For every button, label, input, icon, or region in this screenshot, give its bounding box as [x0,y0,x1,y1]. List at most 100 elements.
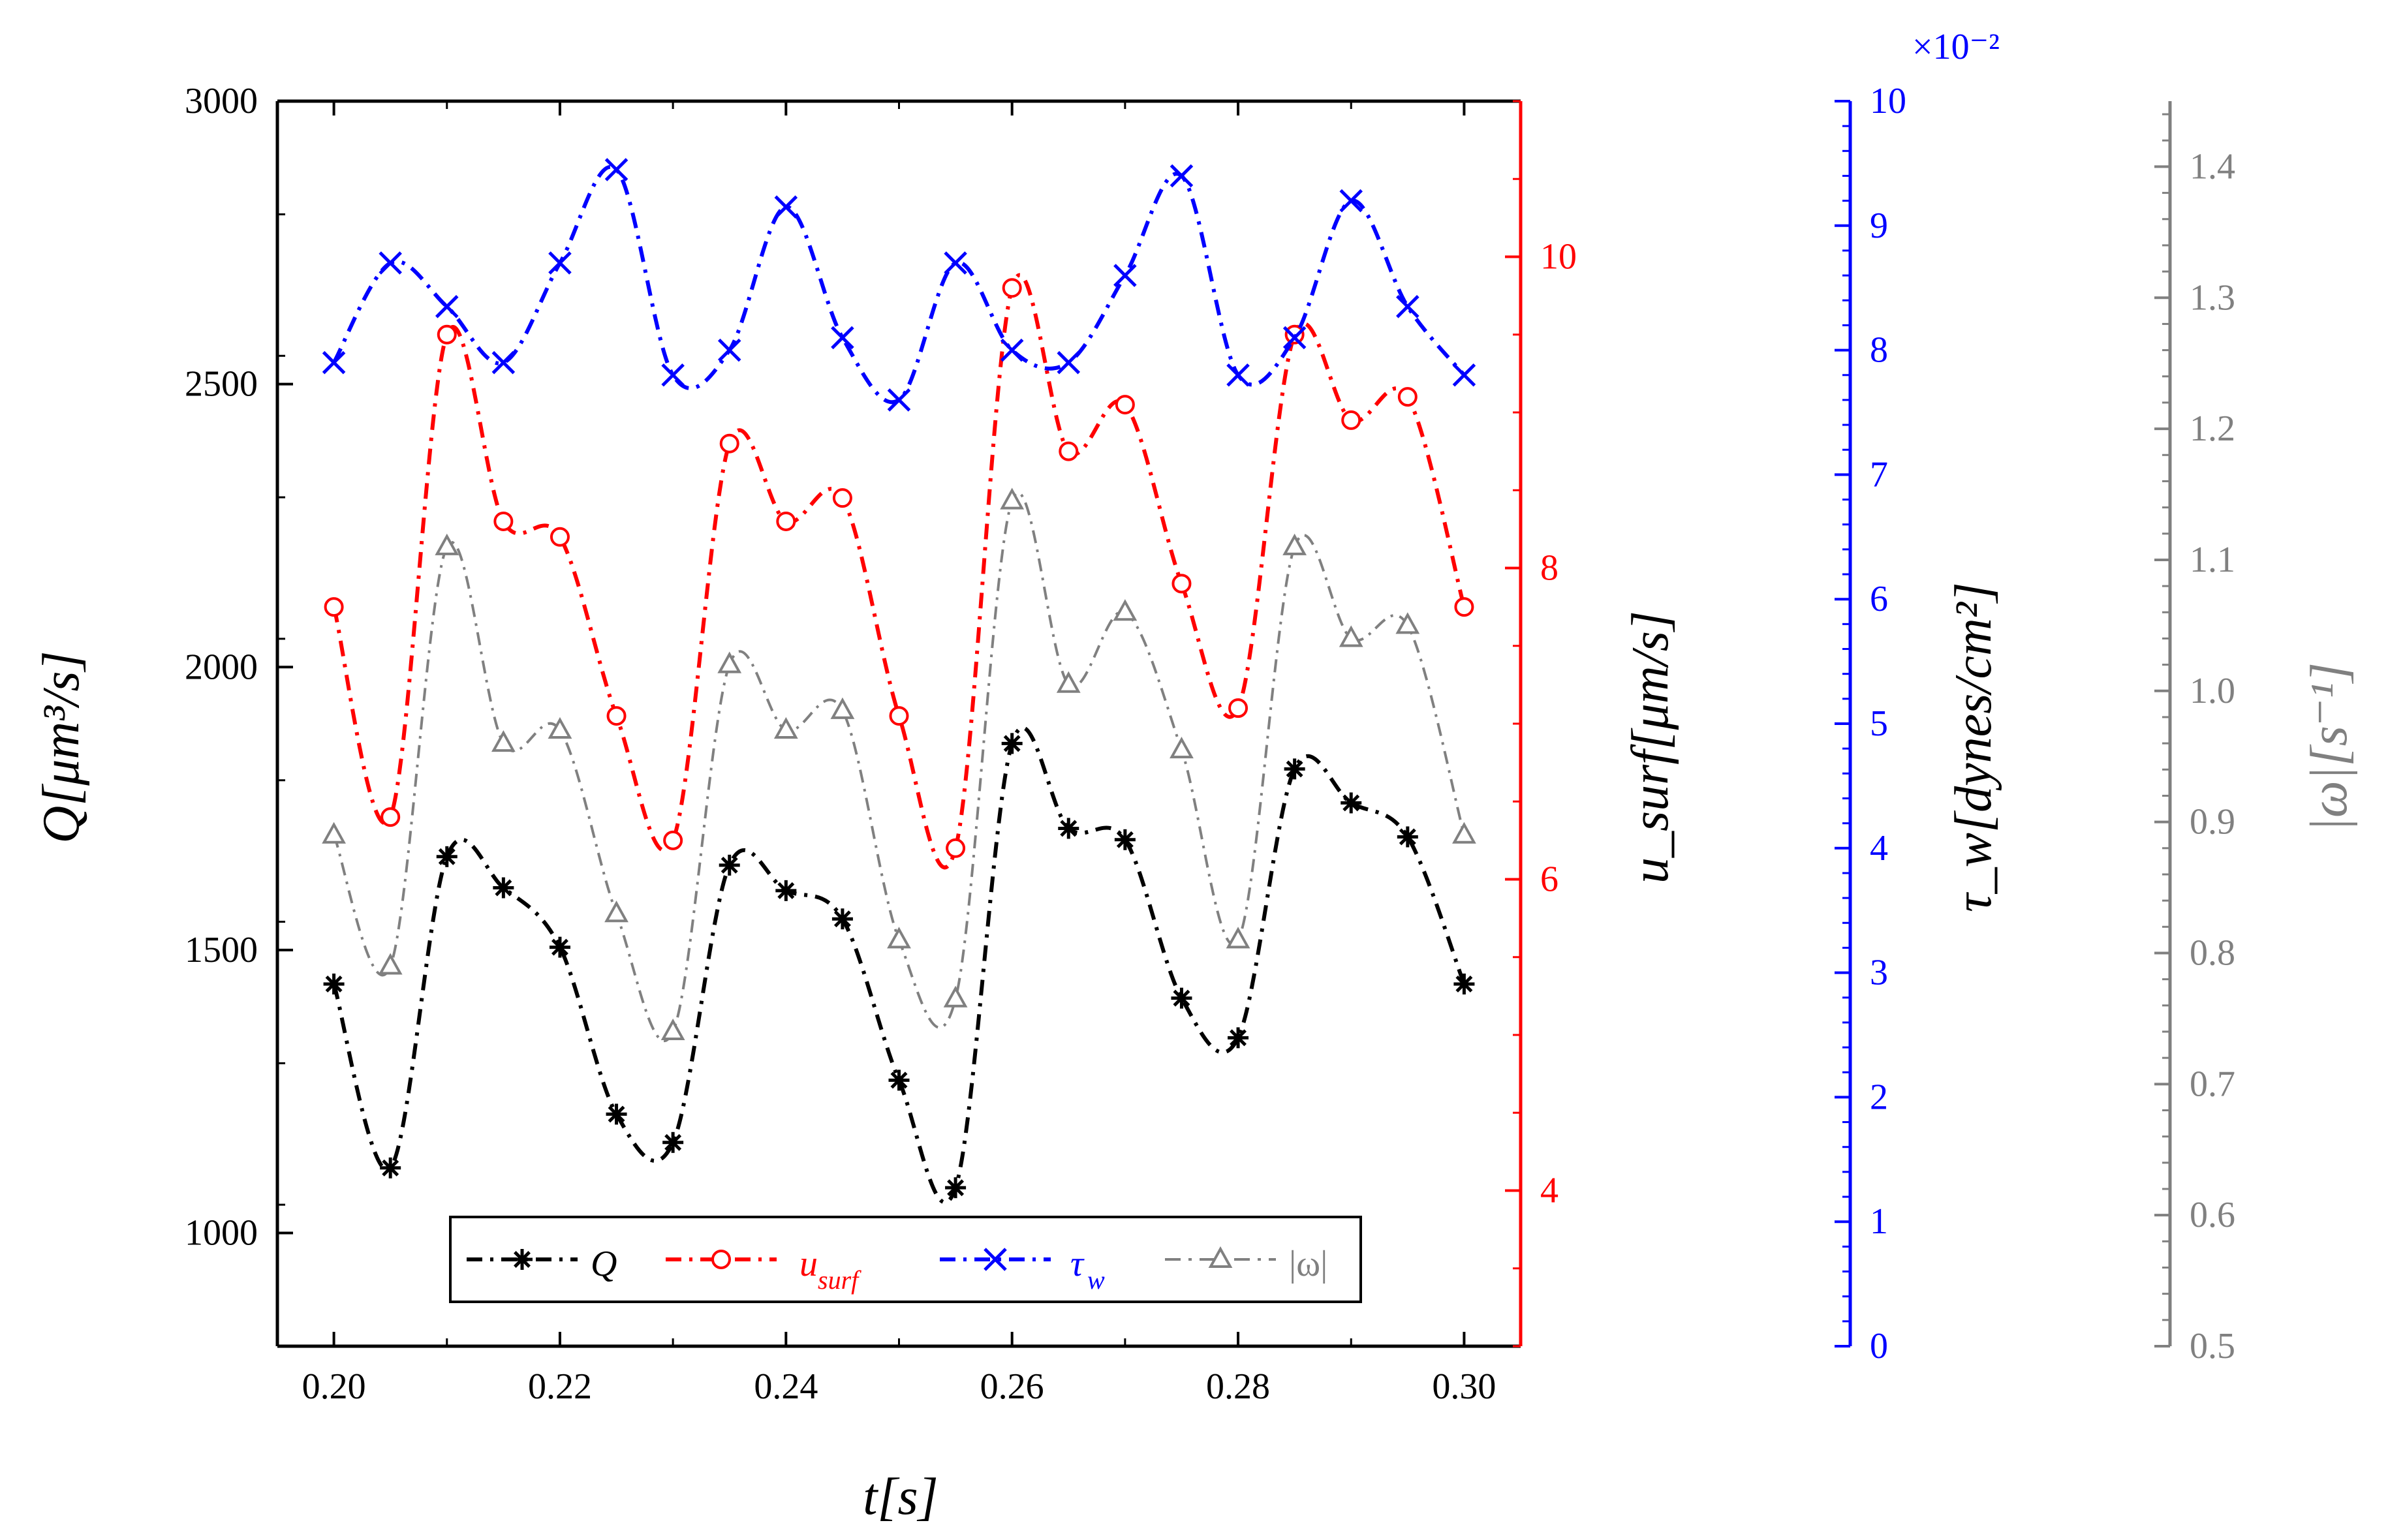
data-point-tau-stroke [604,158,628,181]
data-point-omega [1170,737,1194,759]
data-point-Q-stroke [777,882,795,899]
data-point-tau [1113,264,1137,287]
data-point-tau [548,251,572,275]
data-point-omega [1113,599,1138,621]
omega-tick-label: 0.7 [2190,1064,2235,1104]
data-point-Q [1058,818,1079,839]
axes-layer: 0.20 0.22 0.24 0.26 0.28 0.301000150020002500… [185,81,2235,1407]
tau-tick-label: 5 [1870,703,1888,744]
omega-tick-label: 0.8 [2190,932,2235,973]
data-point-tau-stroke [1282,326,1307,350]
legend-marker-tau-stroke [984,1248,1007,1271]
x-axis-title: t[s] [863,1468,938,1526]
tau-tick-label: 6 [1870,579,1888,619]
data-point-Q [662,1132,684,1153]
legend-label-usurf: u [799,1244,818,1284]
data-point-usurf [1059,441,1079,461]
data-point-Q [436,846,457,867]
x-tick-label: 0.24 [754,1366,818,1407]
data-point-Q [1228,1027,1249,1049]
legend-markers [467,1246,1276,1271]
Q-tick-label: 2000 [185,647,258,687]
usurf-tick-label: 8 [1540,548,1558,589]
data-point-omega [491,730,516,752]
data-point-tau [1000,338,1024,362]
data-point-Q-stroke [664,1133,682,1151]
omega-tick-label: 1.2 [2190,408,2235,449]
data-point-Q-stroke [1455,975,1473,993]
tau-tick-label: 4 [1870,828,1888,869]
data-point-Q-stroke [890,1071,908,1089]
Q-tick-label: 1000 [185,1213,258,1254]
data-point-usurf [832,488,852,508]
tau-tick-label: 9 [1870,206,1888,246]
data-point-omega [1339,625,1363,647]
data-point-tau-stroke [661,363,685,387]
data-point-usurf [1341,410,1361,430]
x-tick-label: 0.22 [528,1366,592,1407]
data-point-tau-stroke [831,326,854,350]
series-layer [322,158,1476,1205]
omega-tick-label: 0.9 [2190,802,2235,842]
data-point-tau-stroke [1113,264,1137,287]
omega-tick-label: 1.1 [2190,540,2235,580]
data-point-tau-stroke [1226,363,1250,387]
data-point-Q [888,1070,910,1091]
x-tick-label: 0.26 [980,1366,1044,1407]
data-point-Q [493,877,514,899]
data-point-tau [1226,363,1250,387]
data-point-tau-stroke [1170,164,1194,188]
tau-tick-label: 7 [1870,454,1888,495]
data-point-omega [717,651,742,673]
data-point-omega [830,697,855,719]
usurf-tick-label: 10 [1540,237,1577,277]
data-point-omega [604,901,628,923]
data-point-Q-stroke [1399,828,1416,846]
data-point-tau [717,338,741,362]
x-tick-label: 0.20 [302,1366,366,1407]
data-point-omega [887,927,911,949]
data-point-usurf [1115,395,1135,415]
legend-label-tau-subscript: w [1087,1265,1105,1295]
data-point-tau [1339,189,1363,213]
data-point-Q [1284,758,1305,780]
data-point-Q-stroke [721,856,738,874]
tau-tick-label: 10 [1870,81,1906,121]
data-point-tau-stroke [717,338,741,362]
data-point-Q-stroke [551,938,568,956]
data-point-omega [548,716,572,739]
data-point-tau [944,251,967,275]
omega-tick-label: 1.3 [2190,277,2235,318]
data-point-omega [943,985,968,1008]
legend: Q u surf τ w |ω| [449,1216,1362,1303]
legend-label-usurf-subscript: surf [818,1265,861,1295]
data-point-Q-stroke [833,910,851,928]
data-point-Q [1397,826,1418,848]
data-point-Q-stroke [1230,1029,1247,1047]
data-point-omega [660,1018,685,1040]
data-point-tau [1282,326,1307,350]
x-tick-label: 0.28 [1206,1366,1270,1407]
data-point-usurf [1397,387,1418,407]
data-point-omega [1282,533,1307,555]
data-point-usurf [1454,597,1474,617]
data-point-Q-stroke [325,975,343,993]
legend-marker-usurf [711,1250,731,1269]
data-point-omega [1395,612,1420,634]
usurf-axis-title: u_surf[μm/s] [1622,611,1679,884]
data-point-tau [831,326,854,350]
tau-axis-title: τ_w[dynes/cm²] [1945,582,2002,912]
data-point-usurf [663,830,683,850]
data-point-tau [887,388,911,412]
data-point-Q [549,936,570,958]
data-point-tau [604,158,628,181]
data-point-usurf [380,807,401,827]
data-point-Q [606,1103,627,1125]
data-point-Q-stroke [1342,794,1360,812]
data-point-tau-stroke [548,251,572,275]
data-point-omega [322,822,346,844]
data-point-Q-stroke [608,1105,625,1123]
data-point-Q [1171,987,1192,1009]
data-point-Q-stroke [438,848,456,865]
legend-marker-q-stroke [514,1251,531,1268]
